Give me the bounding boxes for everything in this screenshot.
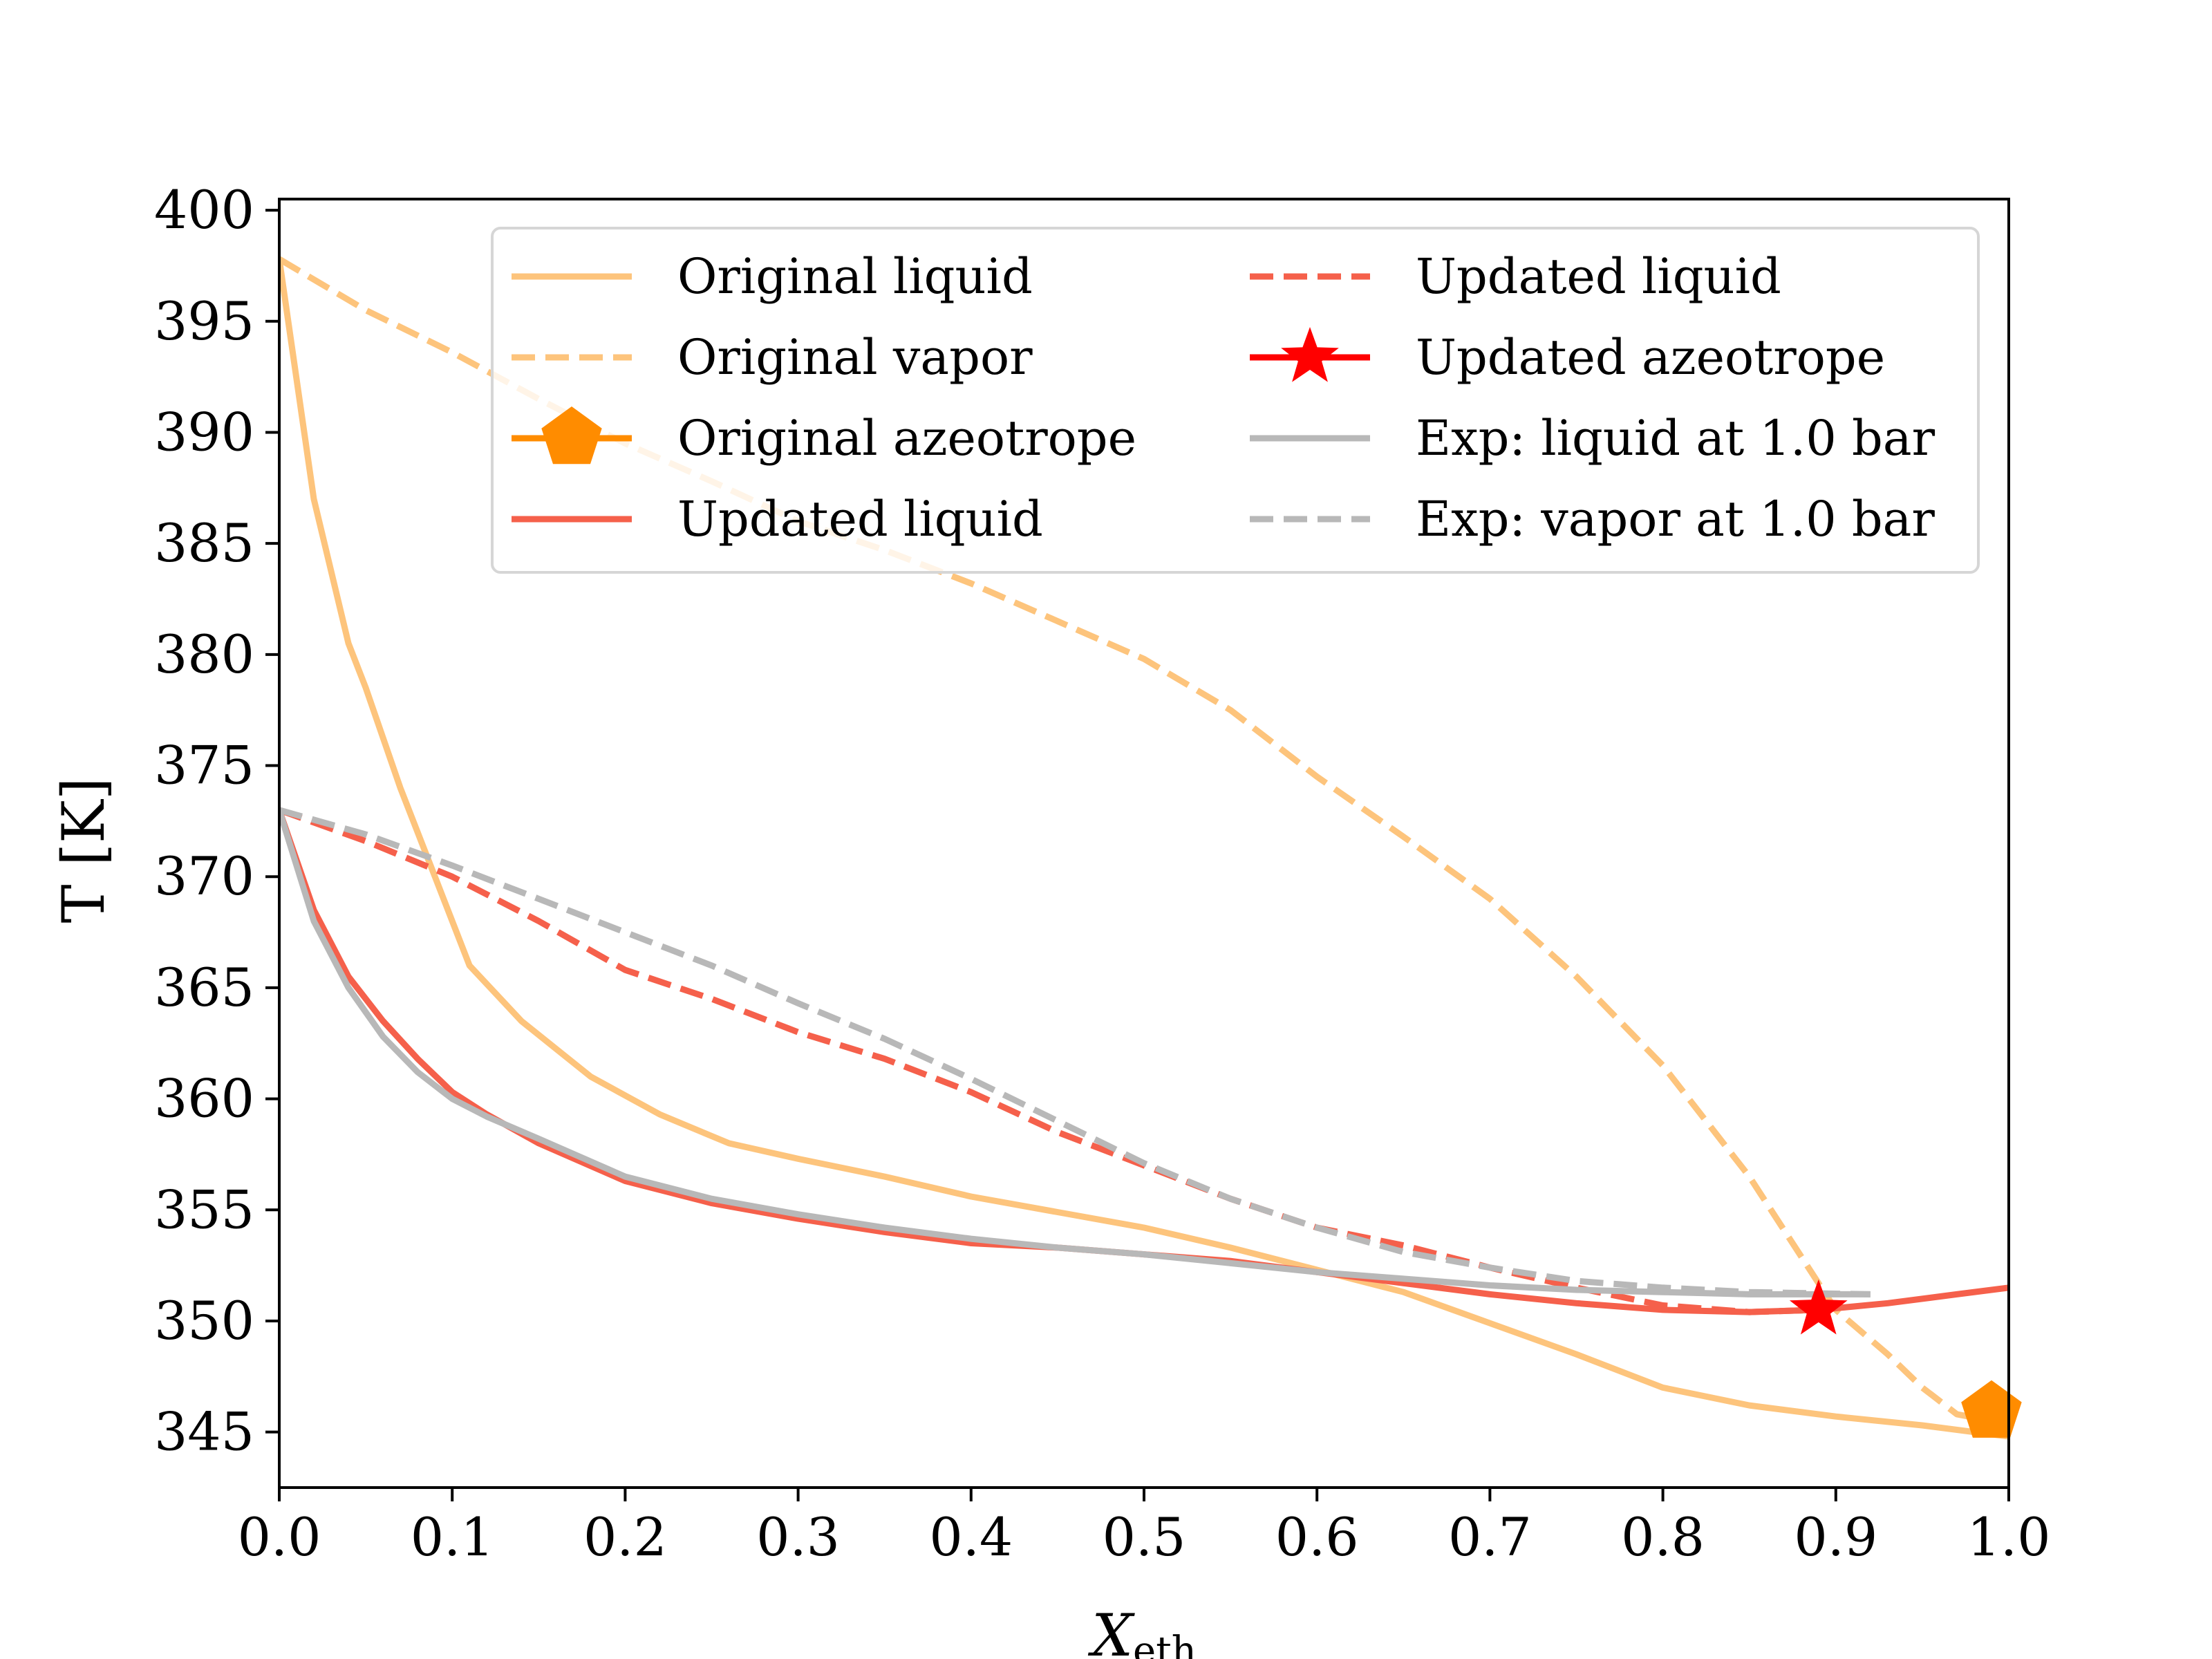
- x-tick-label: 0.1: [411, 1506, 494, 1568]
- y-tick-label: 355: [154, 1179, 254, 1240]
- legend-label: Updated liquid: [1416, 248, 1781, 305]
- y-tick-label: 395: [154, 290, 254, 352]
- x-tick-label: 0.7: [1448, 1506, 1532, 1568]
- y-tick-label: 400: [154, 179, 254, 241]
- y-tick-label: 345: [154, 1401, 254, 1463]
- y-tick-label: 390: [154, 401, 254, 462]
- legend-item: Original liquid: [512, 248, 1033, 305]
- original-liquid-solid-line: [279, 259, 2009, 1440]
- x-tick-label: 0.2: [583, 1506, 667, 1568]
- y-tick-label: 380: [154, 624, 254, 685]
- legend-label: Updated liquid: [677, 491, 1043, 547]
- legend-label: Original liquid: [677, 248, 1033, 305]
- legend-label: Original vapor: [677, 329, 1033, 386]
- updated-liquid-solid-line: [279, 809, 2009, 1315]
- x-tick-label: 0.6: [1275, 1506, 1359, 1568]
- legend-item: Updated liquid: [1250, 248, 1781, 305]
- axis-ticks: 0.0 0.1 0.2 0.3 0.4 0.5 0.6 0.7 0.8 0.9 1.0 345 350 3…: [154, 179, 2051, 1568]
- y-tick-label: 385: [154, 512, 254, 574]
- exp-liquid-at-1-0-bar-solid-line: [279, 809, 1871, 1297]
- legend-box: [491, 227, 1980, 574]
- x-tick-label: 0.8: [1621, 1506, 1705, 1568]
- y-axis-title: T [K]: [50, 777, 118, 923]
- legend-item: Original azeotrope: [512, 406, 1136, 467]
- legend-label: Exp: liquid at 1.0 bar: [1416, 410, 1936, 467]
- exp-vapor-at-1-0-bar-dashed-line: [279, 807, 1871, 1297]
- updated-azeotrope-marker: [1789, 1279, 1848, 1335]
- x-tick-label: 0.0: [238, 1506, 321, 1568]
- x-tick-label: 0.4: [929, 1506, 1013, 1568]
- legend-label: Original azeotrope: [677, 410, 1136, 467]
- y-tick-label: 350: [154, 1290, 254, 1351]
- legend-item: Exp: liquid at 1.0 bar: [1250, 410, 1936, 467]
- x-axis-title: Xeth: [1087, 1602, 1197, 1659]
- legend: Original liquid Original vapor Original az…: [491, 227, 1980, 574]
- original-azeotrope-marker: [1961, 1380, 2022, 1438]
- y-tick-label: 370: [154, 845, 254, 907]
- x-tick-label: 0.3: [756, 1506, 840, 1568]
- legend-item: Updated liquid: [512, 491, 1043, 547]
- y-tick-label: 365: [154, 957, 254, 1018]
- y-tick-label: 360: [154, 1068, 254, 1130]
- legend-pentagon-icon: [541, 406, 602, 465]
- legend-item: Original vapor: [512, 329, 1033, 386]
- updated-liquid-dashed-line: [279, 807, 1819, 1315]
- legend-label: Exp: vapor at 1.0 bar: [1416, 491, 1935, 547]
- y-tick-label: 375: [154, 735, 254, 796]
- x-tick-label: 0.9: [1794, 1506, 1877, 1568]
- legend-item: Exp: vapor at 1.0 bar: [1250, 491, 1935, 547]
- x-tick-label: 1.0: [1967, 1506, 2051, 1568]
- legend-label: Updated azeotrope: [1416, 329, 1885, 386]
- x-tick-label: 0.5: [1103, 1506, 1186, 1568]
- legend-star-icon: [1281, 327, 1339, 382]
- legend-item: Updated azeotrope: [1250, 327, 1885, 386]
